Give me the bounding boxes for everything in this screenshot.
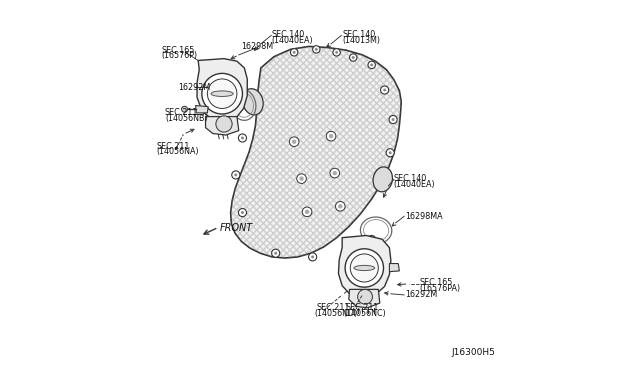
Text: (14013M): (14013M) (342, 36, 380, 45)
Text: SEC.211: SEC.211 (165, 108, 198, 118)
Text: J16300H5: J16300H5 (451, 349, 495, 357)
Circle shape (346, 250, 349, 253)
Text: SEC.165: SEC.165 (161, 46, 195, 55)
Polygon shape (196, 106, 208, 113)
Text: SEC.211: SEC.211 (157, 142, 190, 151)
Circle shape (338, 204, 342, 209)
Text: SEC.140: SEC.140 (394, 174, 427, 183)
Circle shape (300, 176, 304, 181)
Ellipse shape (243, 89, 263, 115)
Ellipse shape (373, 167, 392, 192)
Circle shape (333, 171, 337, 175)
Text: SEC.211: SEC.211 (316, 303, 349, 312)
Circle shape (241, 211, 244, 214)
Circle shape (239, 134, 246, 142)
Circle shape (345, 249, 383, 287)
Circle shape (349, 54, 357, 61)
Polygon shape (197, 59, 247, 121)
Circle shape (370, 63, 373, 66)
Text: (16576P): (16576P) (161, 51, 197, 60)
Circle shape (344, 248, 352, 256)
Text: 16298MA: 16298MA (405, 212, 442, 221)
Text: (14040EA): (14040EA) (271, 36, 313, 45)
Text: SEC.140: SEC.140 (271, 30, 305, 39)
Circle shape (381, 86, 388, 94)
Circle shape (291, 49, 298, 56)
Circle shape (292, 140, 296, 144)
Circle shape (232, 171, 240, 179)
Text: (14056NB): (14056NB) (165, 114, 207, 123)
Circle shape (302, 207, 312, 217)
Circle shape (311, 256, 314, 259)
Polygon shape (205, 116, 239, 135)
Circle shape (350, 254, 378, 282)
Circle shape (297, 174, 307, 183)
Text: SEC.140: SEC.140 (342, 30, 376, 39)
Circle shape (367, 235, 376, 244)
Circle shape (326, 131, 336, 141)
Text: (14056NC): (14056NC) (343, 309, 386, 318)
Circle shape (308, 253, 317, 261)
Circle shape (315, 48, 318, 51)
Circle shape (182, 106, 188, 112)
Text: (14040EA): (14040EA) (394, 180, 435, 189)
Circle shape (289, 137, 299, 147)
Text: SEC.211: SEC.211 (345, 303, 378, 312)
Polygon shape (230, 46, 401, 258)
Circle shape (241, 137, 244, 140)
Polygon shape (339, 235, 391, 298)
Circle shape (383, 89, 386, 92)
Text: 16298M: 16298M (241, 42, 273, 51)
Circle shape (305, 210, 309, 214)
Circle shape (312, 46, 320, 53)
Text: (14056ND): (14056ND) (314, 309, 358, 318)
Circle shape (333, 49, 340, 56)
Circle shape (389, 115, 397, 124)
Ellipse shape (211, 91, 233, 96)
Circle shape (239, 209, 246, 217)
Text: (14056NA): (14056NA) (157, 147, 200, 156)
Circle shape (335, 202, 345, 211)
Circle shape (386, 149, 394, 157)
Circle shape (216, 116, 232, 132)
Text: 16292M: 16292M (405, 291, 437, 299)
Text: SEC.165: SEC.165 (420, 278, 453, 287)
Circle shape (207, 79, 237, 109)
Circle shape (202, 73, 243, 114)
Circle shape (292, 51, 296, 54)
Polygon shape (349, 289, 380, 308)
Polygon shape (389, 263, 399, 272)
Circle shape (274, 252, 277, 255)
Text: 16292M: 16292M (178, 83, 210, 92)
Circle shape (330, 168, 340, 178)
Ellipse shape (354, 265, 374, 270)
Circle shape (368, 61, 376, 68)
Circle shape (358, 289, 372, 304)
Circle shape (234, 173, 237, 176)
Circle shape (392, 118, 395, 121)
Circle shape (388, 151, 392, 154)
Circle shape (352, 56, 355, 59)
Circle shape (329, 134, 333, 138)
Circle shape (370, 238, 373, 241)
Text: (16576PA): (16576PA) (420, 284, 461, 293)
Circle shape (335, 51, 338, 54)
Circle shape (271, 249, 280, 257)
Text: FRONT: FRONT (220, 224, 253, 234)
